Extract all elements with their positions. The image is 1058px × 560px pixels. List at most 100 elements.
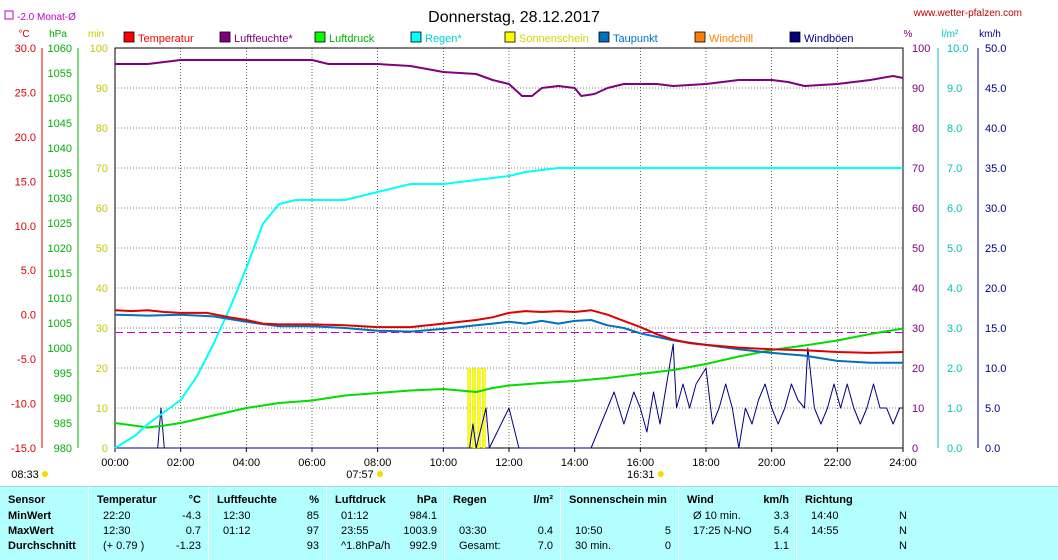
stats-column: Luftdruck hPa 01:12 984.1 23:55 1003.9 ^1.8hPa… <box>326 487 445 560</box>
stats-cell: 12:30 <box>223 510 251 522</box>
stats-header: Sonnenschein min <box>569 494 667 506</box>
pressure-tick-label: 1005 <box>48 318 72 330</box>
wind-tick-label: 20.0 <box>985 283 1006 295</box>
wind-tick-label: 5.0 <box>985 403 1000 415</box>
rain-tick-label: 3.0 <box>947 323 962 335</box>
pressure-tick-label: 990 <box>54 393 72 405</box>
pressure-tick-label: 1000 <box>48 343 72 355</box>
sun-axis-unit: min <box>88 29 104 40</box>
humidity-tick-label: 90 <box>912 83 924 95</box>
rain-series-line <box>114 167 903 449</box>
sunshine-bar <box>482 367 486 449</box>
rain-tick-label: 0.0 <box>947 443 962 455</box>
stats-cell: 01:12 <box>341 510 369 522</box>
wind-tick-label: 25.0 <box>985 243 1006 255</box>
rain-tick-label: 7.0 <box>947 163 962 175</box>
pressure-tick-label: 980 <box>54 443 72 455</box>
stats-cell: 14:40 <box>811 510 839 522</box>
legend-label: Luftdruck <box>329 33 375 45</box>
stats-value: 984.1 <box>409 510 437 522</box>
temp-tick-label: 10.0 <box>15 221 36 233</box>
x-tick-label: 14:00 <box>561 457 589 469</box>
legend-swatch <box>314 31 326 43</box>
x-tick-label: 24:00 <box>889 457 917 469</box>
humidity-tick-label: 30 <box>912 323 924 335</box>
humidity-tick-label: 100 <box>912 43 930 55</box>
stats-unit: km/h <box>763 494 789 506</box>
wind-tick-label: 10.0 <box>985 363 1006 375</box>
stats-value: N <box>899 510 907 522</box>
stats-value: 0.4 <box>537 525 553 537</box>
legend-label: Taupunkt <box>613 33 658 45</box>
temp-tick-label: -15.0 <box>11 443 36 455</box>
sun-tick-label: 20 <box>96 363 108 375</box>
humidity-tick-label: 70 <box>912 163 924 175</box>
stats-value: 0 <box>664 540 671 552</box>
month-avg-icon <box>4 10 14 20</box>
sun-tick-label: 60 <box>96 203 108 215</box>
rain-tick-label: 9.0 <box>947 83 962 95</box>
dewpoint-series-line <box>114 313 903 364</box>
stats-cell: 22:20 <box>103 510 131 522</box>
time-marker-label: 16:31 <box>627 469 655 481</box>
wind-tick-label: 0.0 <box>985 443 1000 455</box>
stats-cell: 14:55 <box>811 525 839 537</box>
x-tick-label: 04:00 <box>233 457 261 469</box>
stats-value: 5.4 <box>773 525 789 537</box>
stats-cell: 10:50 <box>575 525 603 537</box>
legend-swatch <box>789 31 801 43</box>
stats-cell: Ø 10 min. <box>693 510 741 522</box>
pressure-tick-label: 1040 <box>48 143 72 155</box>
legend-swatch <box>219 31 231 43</box>
stats-value: 1003.9 <box>403 525 437 537</box>
stats-value: -4.3 <box>182 510 201 522</box>
wind-axis-unit: km/h <box>979 29 1001 40</box>
stats-unit: l/m² <box>533 494 553 506</box>
stats-column: Sensor MinWert MaxWert Durchschnitt <box>0 487 88 560</box>
temp-axis-unit: °C <box>18 29 29 40</box>
stats-value: 1.1 <box>773 540 789 552</box>
wind-tick-label: 30.0 <box>985 203 1006 215</box>
chart-title: Donnerstag, 28.12.2017 <box>428 9 600 26</box>
stats-cell: ^1.8hPa/h <box>341 540 391 552</box>
pressure-tick-label: 995 <box>54 368 72 380</box>
sunshine-bar <box>467 367 471 449</box>
stats-column: Luftfeuchte% 12:30 85 01:12 97 93 <box>208 487 327 560</box>
stats-value: 93 <box>306 540 319 552</box>
sun-tick-label: 100 <box>90 43 108 55</box>
x-tick-label: 08:00 <box>364 457 392 469</box>
x-tick-label: 20:00 <box>758 457 786 469</box>
legend-label: Windböen <box>804 33 854 45</box>
sunshine-bar <box>472 367 476 449</box>
legend-label: Sonnenschein <box>519 33 589 45</box>
stats-unit: °C <box>188 494 201 506</box>
stats-header: Luftfeuchte <box>217 494 277 506</box>
pressure-tick-label: 1050 <box>48 93 72 105</box>
stats-cell: Gesamt: <box>459 540 501 552</box>
humidity-tick-label: 60 <box>912 203 924 215</box>
stats-cell: Durchschnitt <box>8 540 76 552</box>
x-tick-label: 02:00 <box>167 457 195 469</box>
rain-tick-label: 10.0 <box>947 43 968 55</box>
stats-cell: 01:12 <box>223 525 251 537</box>
pressure-tick-label: 1035 <box>48 168 72 180</box>
pressure-tick-label: 1045 <box>48 118 72 130</box>
rain-tick-label: 5.0 <box>947 243 962 255</box>
stats-value: N <box>899 525 907 537</box>
stats-value: N <box>899 540 907 552</box>
x-tick-label: 06:00 <box>298 457 326 469</box>
stats-value: 85 <box>306 510 319 522</box>
stats-cell: MaxWert <box>8 525 54 537</box>
stats-value: -1.23 <box>175 540 201 552</box>
sun-tick-label: 10 <box>96 403 108 415</box>
humidity-axis-unit: % <box>904 29 913 40</box>
stats-header: Regen <box>453 494 487 506</box>
pressure-tick-label: 1030 <box>48 193 72 205</box>
wind-tick-label: 15.0 <box>985 323 1006 335</box>
stats-header: Luftdruck <box>335 494 386 506</box>
sun-marker <box>377 471 384 477</box>
wind-tick-label: 50.0 <box>985 43 1006 55</box>
time-marker-label: 07:57 <box>346 469 374 481</box>
temp-tick-label: 20.0 <box>15 132 36 144</box>
rain-tick-label: 2.0 <box>947 363 962 375</box>
